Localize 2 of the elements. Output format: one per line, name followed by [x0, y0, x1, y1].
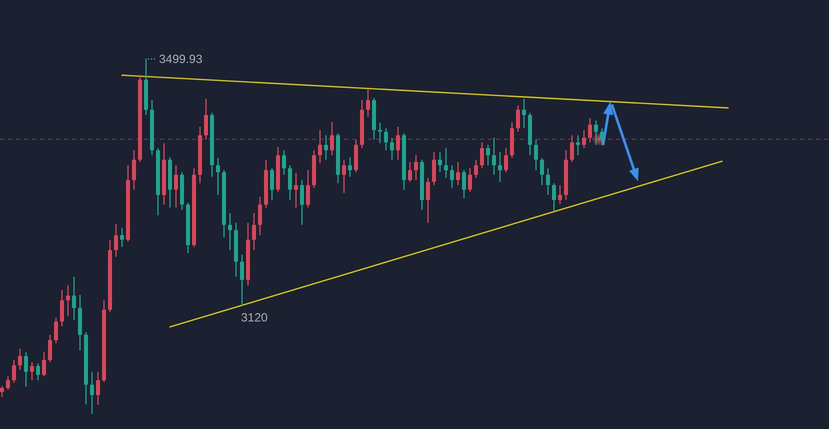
- annotation: 3499.93: [159, 52, 203, 66]
- annotation: 3120: [241, 310, 268, 325]
